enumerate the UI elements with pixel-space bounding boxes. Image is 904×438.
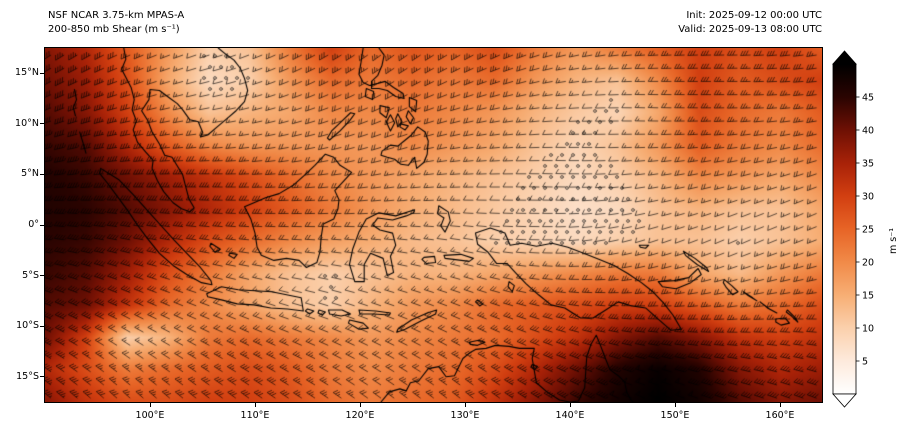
x-tick-mark xyxy=(464,403,466,407)
x-tick-mark xyxy=(149,403,151,407)
plot-time-block: Init: 2025-09-12 00:00 UTC Valid: 2025-0… xyxy=(678,9,822,37)
x-tick-label: 110°E xyxy=(240,410,270,421)
x-tick-label: 100°E xyxy=(135,410,165,421)
x-tick-label: 150°E xyxy=(660,410,690,421)
x-tick-mark xyxy=(254,403,256,407)
colorbar: 5 10 15 20 25 30 35 40 45 xyxy=(832,50,874,408)
field-title: 200-850 mb Shear (m s⁻¹) xyxy=(48,24,180,35)
y-tick-label: 0° xyxy=(28,219,39,230)
colorbar-tick-label: 15 xyxy=(862,290,874,301)
colorbar-extend-max xyxy=(832,50,857,65)
init-time: Init: 2025-09-12 00:00 UTC xyxy=(686,10,822,21)
y-tick-mark xyxy=(40,72,44,74)
colorbar-tick-label: 40 xyxy=(862,125,874,136)
y-tick-mark xyxy=(40,123,44,125)
coastline-windbarb-canvas xyxy=(45,48,822,402)
colorbar-tick-label: 5 xyxy=(862,356,868,367)
map-plot-area xyxy=(45,48,822,402)
x-tick-label: 160°E xyxy=(765,410,795,421)
colorbar-gradient xyxy=(832,63,857,395)
y-tick-mark xyxy=(40,224,44,226)
colorbar-tick-label: 20 xyxy=(862,257,874,268)
model-title: NSF NCAR 3.75-km MPAS-A xyxy=(48,10,185,21)
colorbar-tick-label: 25 xyxy=(862,224,874,235)
valid-time: Valid: 2025-09-13 08:00 UTC xyxy=(678,24,822,35)
y-tick-label: 15°N xyxy=(15,67,39,79)
y-tick-mark xyxy=(40,325,44,327)
colorbar-tick-label: 30 xyxy=(862,191,874,202)
y-tick-label: 10°S xyxy=(16,320,39,332)
y-tick-mark xyxy=(40,376,44,378)
y-tick-label: 15°S xyxy=(16,370,39,382)
colorbar-tick-label: 35 xyxy=(862,158,874,169)
colorbar-tick-label: 45 xyxy=(862,92,874,103)
x-tick-mark xyxy=(779,403,781,407)
colorbar-tick-label: 10 xyxy=(862,323,874,334)
colorbar-extend-min xyxy=(832,393,857,408)
y-tick-mark xyxy=(40,173,44,175)
plot-title-block: NSF NCAR 3.75-km MPAS-A 200-850 mb Shear… xyxy=(48,9,184,37)
x-tick-mark xyxy=(674,403,676,407)
x-tick-mark xyxy=(359,403,361,407)
x-tick-label: 130°E xyxy=(450,410,480,421)
colorbar-unit-label: m s⁻¹ xyxy=(888,227,899,254)
x-tick-label: 120°E xyxy=(345,410,375,421)
y-tick-mark xyxy=(40,275,44,277)
y-tick-label: 5°S xyxy=(22,269,39,281)
x-tick-mark xyxy=(569,403,571,407)
x-tick-label: 140°E xyxy=(555,410,585,421)
y-tick-label: 10°N xyxy=(15,117,39,129)
y-tick-label: 5°N xyxy=(21,168,39,180)
